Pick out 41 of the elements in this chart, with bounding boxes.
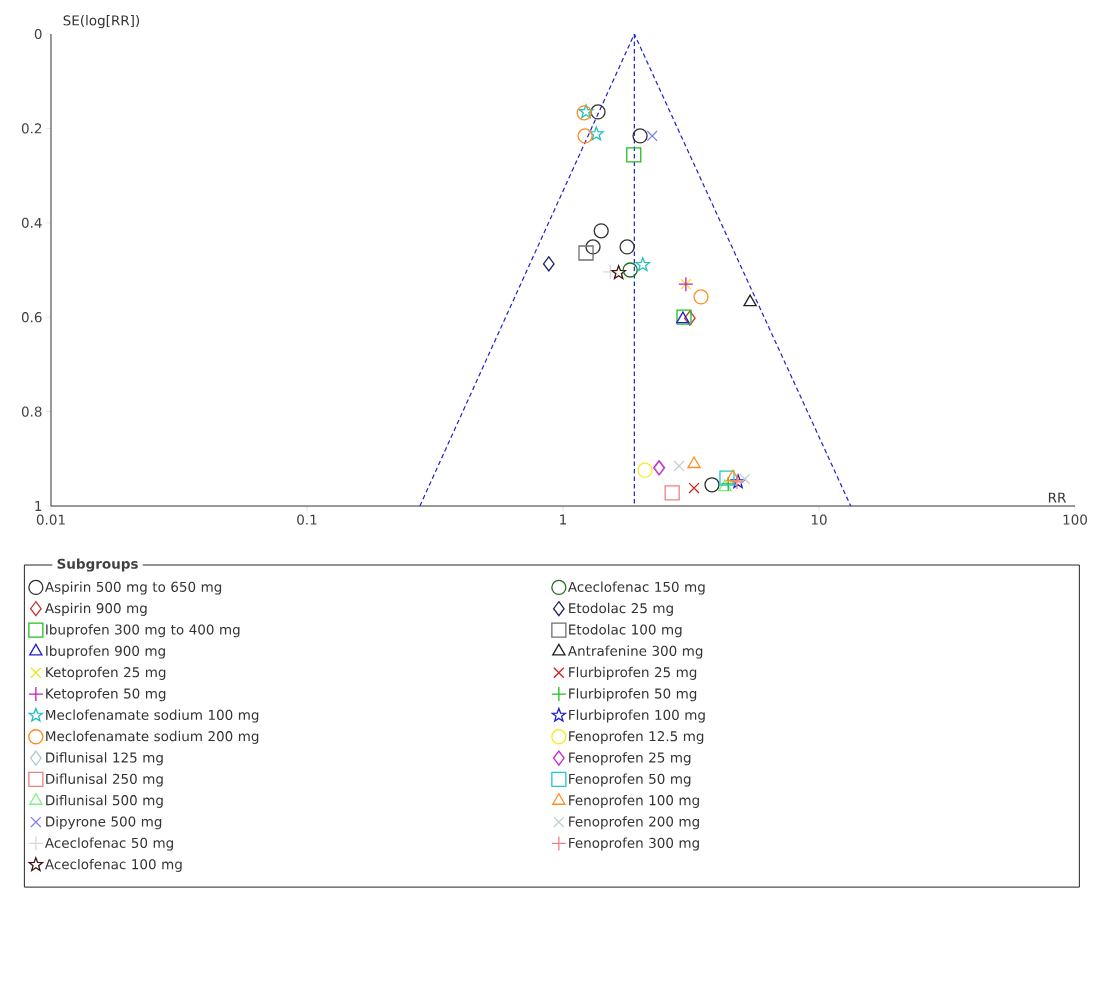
x-tick-label: 0.1: [297, 514, 317, 525]
legend-label: Fenoprofen 25 mg: [569, 752, 691, 766]
x-tick-label: 0.01: [36, 514, 65, 525]
legend-label: Ibuprofen 900 mg: [46, 645, 165, 659]
legend-label: Antrafenine 300 mg: [567, 645, 703, 659]
y-tick-label: 1: [35, 501, 42, 511]
legend-label: Fenoprofen 100 mg: [569, 794, 699, 808]
legend-label: Fenoprofen 50 mg: [569, 773, 691, 787]
x-axis-title: RR: [1048, 492, 1066, 503]
y-tick-label: 0.8: [21, 406, 42, 417]
legend-label: Flurbiprofen 50 mg: [569, 688, 697, 702]
y-tick-label: 0.6: [21, 312, 42, 323]
y-tick-label: 0: [34, 28, 42, 40]
legend-label: Flurbiprofen 25 mg: [569, 666, 697, 680]
legend-label: Aceclofenac 50 mg: [44, 837, 173, 851]
legend-label: Ibuprofen 300 mg to 400 mg: [46, 624, 240, 638]
legend-label: Fenoprofen 300 mg: [569, 837, 699, 851]
legend-label: Flurbiprofen 100 mg: [569, 709, 705, 723]
legend-label: Meclofenamate sodium 200 mg: [46, 730, 259, 744]
legend-label: Aspirin 900 mg: [44, 602, 147, 616]
legend-title: Subgroups: [57, 558, 138, 572]
y-axis-title: SE(log[RR]): [63, 15, 140, 29]
legend-label: Fenoprofen 200 mg: [569, 816, 699, 830]
legend-label: Diflunisal 500 mg: [46, 794, 163, 808]
x-tick-label: 10: [811, 514, 827, 525]
legend-label: Fenoprofen 12.5 mg: [569, 730, 704, 744]
x-tick-label: 100: [1063, 514, 1087, 525]
legend-label: Etodolac 100 mg: [569, 624, 682, 638]
legend-label: Diflunisal 125 mg: [46, 752, 163, 766]
legend-label: Meclofenamate sodium 100 mg: [46, 709, 259, 723]
legend-label: Aceclofenac 150 mg: [567, 581, 705, 595]
y-tick-label: 0.2: [21, 123, 42, 134]
legend-label: Etodolac 25 mg: [569, 602, 673, 616]
legend-label: Ketoprofen 50 mg: [46, 688, 166, 702]
y-tick-label: 0.4: [21, 217, 42, 228]
legend-label: Aspirin 500 mg to 650 mg: [44, 581, 222, 595]
legend-label: Aceclofenac 100 mg: [44, 858, 182, 872]
legend-label: Ketoprofen 25 mg: [46, 666, 166, 680]
legend-label: Diflunisal 250 mg: [46, 773, 163, 787]
x-tick-label: 1: [560, 514, 567, 525]
legend-label: Dipyrone 500 mg: [46, 816, 162, 830]
